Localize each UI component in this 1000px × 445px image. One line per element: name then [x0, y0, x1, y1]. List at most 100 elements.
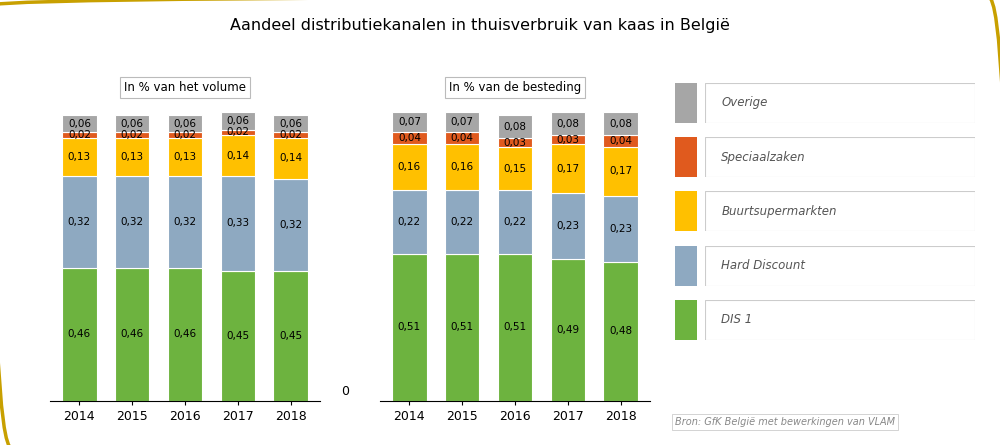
- Text: 0,13: 0,13: [173, 152, 197, 162]
- Bar: [273, 138, 308, 178]
- Bar: [221, 271, 255, 400]
- Bar: [392, 112, 427, 133]
- Bar: [115, 115, 149, 133]
- Text: 0,46: 0,46: [68, 329, 91, 339]
- Text: 0,06: 0,06: [226, 116, 249, 126]
- Text: Bron: GfK België met bewerkingen van VLAM: Bron: GfK België met bewerkingen van VLA…: [675, 417, 895, 427]
- Bar: [551, 259, 585, 400]
- Bar: [62, 268, 97, 400]
- Bar: [551, 135, 585, 144]
- Bar: [445, 144, 479, 190]
- Bar: [273, 133, 308, 138]
- Text: 0,32: 0,32: [121, 217, 144, 227]
- Text: 0,32: 0,32: [68, 217, 91, 227]
- Bar: [62, 133, 97, 138]
- Text: 0,06: 0,06: [68, 119, 91, 129]
- Bar: [551, 144, 585, 193]
- Text: 0: 0: [341, 385, 349, 398]
- Bar: [62, 138, 97, 176]
- Bar: [168, 133, 202, 138]
- Text: 0,04: 0,04: [451, 133, 474, 143]
- Text: 0,04: 0,04: [609, 136, 632, 146]
- Bar: [221, 135, 255, 176]
- Text: 0,14: 0,14: [279, 154, 302, 163]
- Text: 0,51: 0,51: [398, 322, 421, 332]
- Bar: [221, 112, 255, 129]
- Text: 0,48: 0,48: [609, 326, 632, 336]
- Text: 0,51: 0,51: [503, 322, 527, 332]
- Bar: [221, 129, 255, 135]
- Text: Overige: Overige: [721, 96, 768, 109]
- Text: DIS 1: DIS 1: [721, 313, 752, 327]
- Bar: [273, 271, 308, 400]
- Text: 0,06: 0,06: [121, 119, 144, 129]
- Text: Buurtsupermarkten: Buurtsupermarkten: [721, 205, 837, 218]
- Text: 0,45: 0,45: [279, 331, 302, 341]
- Text: 0,51: 0,51: [451, 322, 474, 332]
- Bar: [498, 115, 532, 138]
- Text: 0,15: 0,15: [503, 163, 527, 174]
- Bar: [603, 135, 638, 147]
- Title: In % van de besteding: In % van de besteding: [449, 81, 581, 94]
- Text: 0,03: 0,03: [504, 138, 526, 148]
- Bar: [392, 254, 427, 400]
- Text: 0,16: 0,16: [451, 162, 474, 172]
- Text: 0,03: 0,03: [556, 135, 579, 145]
- Text: 0,17: 0,17: [609, 166, 632, 176]
- Bar: [498, 147, 532, 190]
- Bar: [115, 176, 149, 268]
- Text: 0,13: 0,13: [121, 152, 144, 162]
- Text: 0,08: 0,08: [504, 122, 526, 132]
- Bar: [445, 254, 479, 400]
- Text: 0,14: 0,14: [226, 150, 249, 161]
- Bar: [445, 190, 479, 254]
- Text: 0,07: 0,07: [398, 117, 421, 127]
- Bar: [62, 115, 97, 133]
- Bar: [551, 112, 585, 135]
- Bar: [392, 144, 427, 190]
- Bar: [551, 193, 585, 259]
- Bar: [392, 190, 427, 254]
- Text: 0,33: 0,33: [226, 218, 249, 228]
- Text: 0,45: 0,45: [226, 331, 249, 341]
- Bar: [168, 115, 202, 133]
- Text: 0,08: 0,08: [556, 119, 579, 129]
- Bar: [498, 138, 532, 147]
- Bar: [392, 133, 427, 144]
- Text: 0,23: 0,23: [609, 224, 632, 234]
- Text: 0,02: 0,02: [68, 130, 91, 140]
- Text: 0,08: 0,08: [609, 119, 632, 129]
- Text: 0,02: 0,02: [226, 127, 249, 138]
- Text: Speciaalzaken: Speciaalzaken: [721, 150, 806, 164]
- Text: 0,04: 0,04: [398, 133, 421, 143]
- Bar: [498, 254, 532, 400]
- Text: 0,22: 0,22: [451, 217, 474, 227]
- Text: Aandeel distributiekanalen in thuisverbruik van kaas in België: Aandeel distributiekanalen in thuisverbr…: [230, 18, 730, 33]
- Bar: [273, 115, 308, 133]
- Text: 0,02: 0,02: [174, 130, 196, 140]
- Text: 0,06: 0,06: [174, 119, 196, 129]
- Text: Hard Discount: Hard Discount: [721, 259, 805, 272]
- Bar: [62, 176, 97, 268]
- Bar: [603, 112, 638, 135]
- Bar: [168, 138, 202, 176]
- Text: 0,13: 0,13: [68, 152, 91, 162]
- Text: 0,23: 0,23: [556, 221, 579, 231]
- Bar: [168, 268, 202, 400]
- Bar: [221, 176, 255, 271]
- Bar: [603, 147, 638, 196]
- Text: 0,32: 0,32: [279, 220, 302, 230]
- Bar: [115, 138, 149, 176]
- Bar: [168, 176, 202, 268]
- Text: 0,16: 0,16: [398, 162, 421, 172]
- Text: 0,02: 0,02: [279, 130, 302, 140]
- Bar: [445, 112, 479, 133]
- Text: 0,32: 0,32: [173, 217, 197, 227]
- Text: 0,46: 0,46: [121, 329, 144, 339]
- Text: 0,17: 0,17: [556, 163, 579, 174]
- Bar: [498, 190, 532, 254]
- Text: 0,22: 0,22: [398, 217, 421, 227]
- Title: In % van het volume: In % van het volume: [124, 81, 246, 94]
- Text: 0,49: 0,49: [556, 325, 579, 335]
- Bar: [603, 262, 638, 400]
